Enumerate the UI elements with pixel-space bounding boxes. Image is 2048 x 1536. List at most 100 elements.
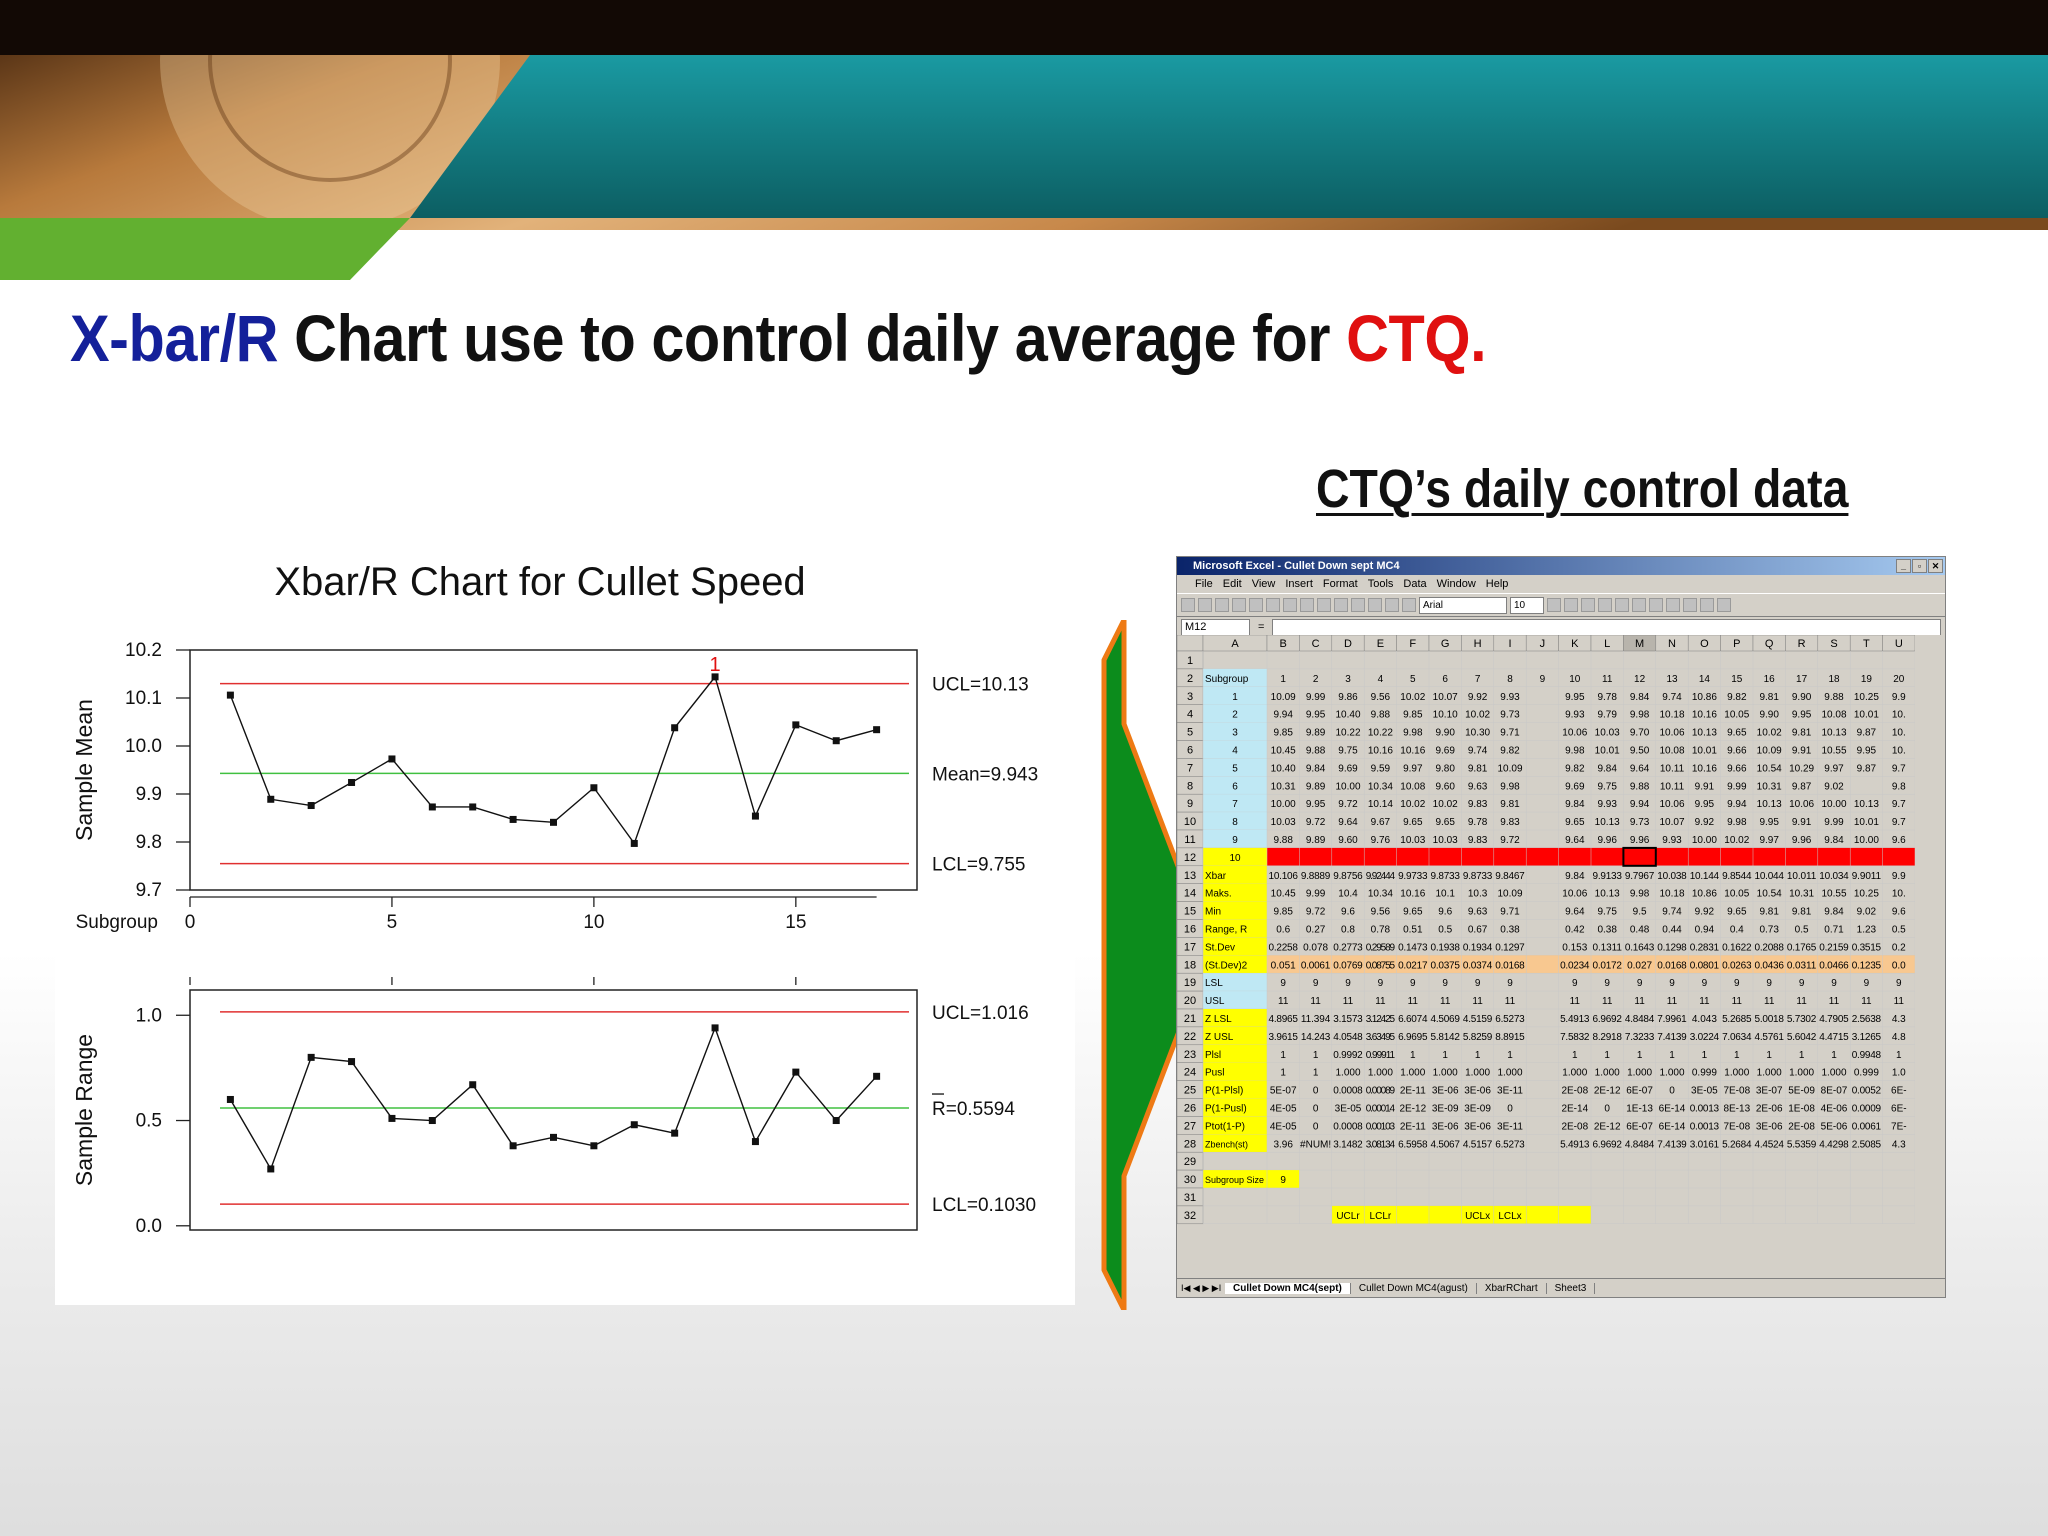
- menu-format[interactable]: Format: [1322, 578, 1358, 590]
- cell-text: 0.0374: [1463, 960, 1493, 971]
- select-all-corner: [1177, 635, 1204, 652]
- currency-icon[interactable]: [1649, 598, 1663, 612]
- cell-text: 10.40: [1271, 763, 1296, 774]
- cell-text: 10.22: [1368, 728, 1393, 739]
- copy-icon[interactable]: [1283, 598, 1297, 612]
- cell-text: 9.71: [1500, 907, 1520, 918]
- menu-insert[interactable]: Insert: [1285, 578, 1313, 590]
- cell-text: 9.8467: [1495, 871, 1525, 882]
- cell-text: 7.4139: [1657, 1139, 1687, 1150]
- print-preview-icon[interactable]: [1249, 598, 1263, 612]
- cell-text: 9.83: [1500, 817, 1520, 828]
- sheet-tab-agust[interactable]: Cullet Down MC4(agust): [1351, 1282, 1477, 1294]
- cell-text: 10.45: [1271, 746, 1296, 757]
- cell-text: 9.78: [1468, 817, 1488, 828]
- cell-text: 16: [1764, 674, 1776, 685]
- cell-text: 1.000: [1335, 1068, 1360, 1079]
- underline-icon[interactable]: [1581, 598, 1595, 612]
- y-tick-label: 9.9: [136, 784, 162, 805]
- borders-icon[interactable]: [1683, 598, 1697, 612]
- bold-icon[interactable]: [1547, 598, 1561, 612]
- fill-color-icon[interactable]: [1700, 598, 1714, 612]
- cell-text: 9.64: [1630, 763, 1650, 774]
- new-file-icon[interactable]: [1181, 598, 1195, 612]
- open-folder-icon[interactable]: [1198, 598, 1212, 612]
- chart-wizard-icon[interactable]: [1402, 598, 1416, 612]
- name-box[interactable]: M12: [1181, 618, 1250, 636]
- menu-tools[interactable]: Tools: [1367, 578, 1394, 590]
- cell-text: 9.02: [1824, 781, 1844, 792]
- cell-fill: [1203, 1134, 1267, 1153]
- hyperlink-icon[interactable]: [1334, 598, 1348, 612]
- cell-text: 10.044: [1755, 871, 1785, 882]
- menu-edit[interactable]: Edit: [1222, 578, 1242, 590]
- cell-text: 0.0801: [1690, 960, 1720, 971]
- cell-text: 0: [1313, 1104, 1319, 1115]
- sheet-tab-sheet3[interactable]: Sheet3: [1547, 1282, 1596, 1294]
- cell-text: 19: [1861, 674, 1873, 685]
- row-header-label: 6: [1187, 745, 1193, 757]
- spreadsheet-grid[interactable]: A B C D E F G H I J K L M N O P Q R S T U12 Subgroup 1 2 3 4 5 6 7 8 9…: [1177, 635, 1946, 1281]
- cell-text: 0.0234: [1560, 960, 1590, 971]
- sort-icon[interactable]: [1385, 598, 1399, 612]
- sheet-tab-xbarrchart[interactable]: XbarRChart: [1477, 1282, 1547, 1294]
- menu-file[interactable]: File: [1195, 578, 1213, 590]
- font-size-select[interactable]: 10: [1510, 596, 1544, 614]
- menu-window[interactable]: Window: [1436, 578, 1476, 590]
- cell-text: 5: [1410, 674, 1416, 685]
- cell-text: 11: [1699, 996, 1710, 1007]
- sheet-tab-sept[interactable]: Cullet Down MC4(sept): [1225, 1282, 1351, 1294]
- font-name-select[interactable]: Arial: [1419, 596, 1507, 614]
- spell-check-icon[interactable]: [1266, 598, 1280, 612]
- merge-icon[interactable]: [1632, 598, 1646, 612]
- cell-text: 3E-06: [1432, 1121, 1459, 1132]
- cell-text: 10.10: [1433, 710, 1458, 721]
- print-icon[interactable]: [1232, 598, 1246, 612]
- cell-text: 1.000: [1562, 1068, 1587, 1079]
- menu-data[interactable]: Data: [1403, 578, 1427, 590]
- cell-text: 18: [1828, 674, 1840, 685]
- cell-text: 5E-09: [1788, 1086, 1815, 1097]
- cell-text: 0: [1313, 1086, 1319, 1097]
- align-left-icon[interactable]: [1598, 598, 1612, 612]
- column-header-label: M: [1635, 638, 1644, 650]
- menu-help[interactable]: Help: [1485, 578, 1509, 590]
- column-header-label: A: [1231, 638, 1239, 650]
- paste-icon[interactable]: [1300, 598, 1314, 612]
- sheet-nav-arrows[interactable]: I◀ ◀ ▶ ▶I: [1181, 1282, 1222, 1293]
- cell-text: 9.91: [1695, 781, 1715, 792]
- function-icon[interactable]: [1368, 598, 1382, 612]
- autosum-icon[interactable]: [1351, 598, 1365, 612]
- cell-text: 9.81: [1792, 907, 1812, 918]
- cell-text: 0.0008: [1333, 1086, 1363, 1097]
- cell-text: 9.92: [1468, 692, 1488, 703]
- font-color-icon[interactable]: [1717, 598, 1731, 612]
- restore-icon[interactable]: ▫: [1912, 559, 1927, 573]
- cell-text: 3E-05: [1335, 1104, 1362, 1115]
- italic-icon[interactable]: [1564, 598, 1578, 612]
- cell-text: 1: [1232, 692, 1238, 703]
- menu-view[interactable]: View: [1251, 578, 1276, 590]
- cell-text: 9.94: [1273, 710, 1293, 721]
- cell-text: 10.54: [1757, 889, 1782, 900]
- close-icon[interactable]: ✕: [1928, 559, 1943, 573]
- cell-text: 9.8756: [1333, 871, 1363, 882]
- percent-icon[interactable]: [1666, 598, 1680, 612]
- cell-text: 10.45: [1271, 889, 1296, 900]
- cell-text: 9.74: [1662, 692, 1682, 703]
- cell-fill: [1203, 1062, 1267, 1081]
- column-header-label: P: [1733, 638, 1740, 650]
- cell-text: 8.8915: [1495, 1032, 1525, 1043]
- minimize-icon[interactable]: _: [1896, 559, 1911, 573]
- cell-text: 5.2684: [1722, 1139, 1752, 1150]
- align-center-icon[interactable]: [1615, 598, 1629, 612]
- undo-icon[interactable]: [1317, 598, 1331, 612]
- data-point: [550, 1133, 557, 1141]
- row-header-label: 9: [1187, 798, 1193, 810]
- formula-input[interactable]: [1272, 618, 1941, 636]
- cell-text: 10.03: [1433, 835, 1458, 846]
- save-icon[interactable]: [1215, 598, 1229, 612]
- cell-text: 10.011: [1787, 871, 1817, 882]
- cell-text: 0.999: [1692, 1068, 1717, 1079]
- cell-text: 10.01: [1854, 817, 1879, 828]
